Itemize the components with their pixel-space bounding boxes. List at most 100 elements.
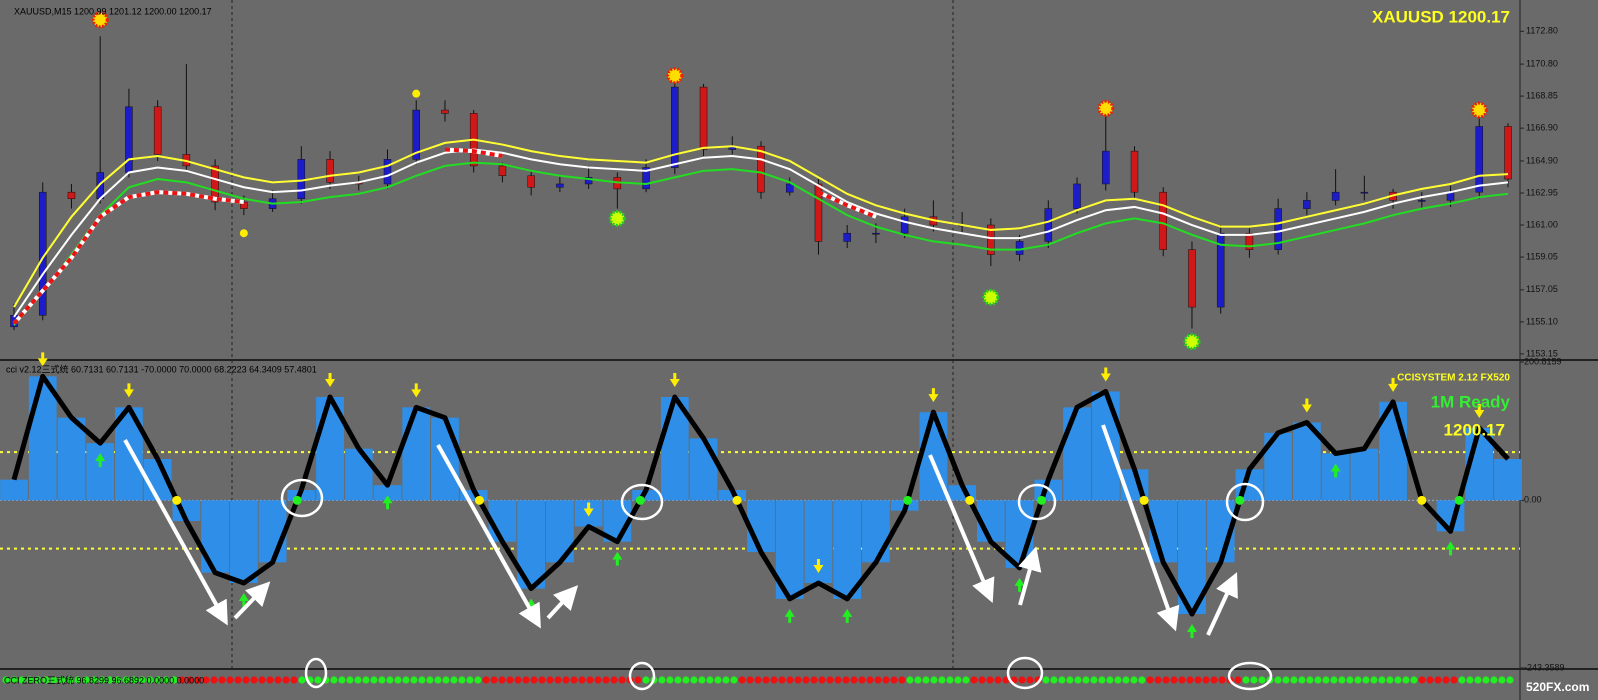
moving-average (13, 138, 1509, 308)
y-tick-label: 0.00 (1524, 495, 1542, 505)
arrow (928, 454, 995, 604)
zero-strip-dot (506, 676, 514, 684)
zero-strip-dot (410, 676, 418, 684)
histogram-bar (689, 438, 718, 501)
candle-body (1102, 150, 1110, 185)
zero-strip-dot (10, 676, 18, 684)
y-tick-label: 1159.05 (1526, 251, 1558, 261)
zero-strip-dot (1098, 676, 1106, 684)
circle (1017, 483, 1057, 521)
zero-strip-dot (578, 676, 586, 684)
zero-strip-dot (770, 676, 778, 684)
zero-strip-dot (922, 676, 930, 684)
histogram-bar (373, 485, 402, 501)
zero-strip-dot (1506, 676, 1514, 684)
zero-strip-dot (346, 676, 354, 684)
candle-body (383, 159, 392, 185)
zero-strip-dot (1434, 676, 1442, 684)
zero-strip-dot (722, 676, 730, 684)
zero-cross (965, 495, 975, 505)
zero-strip-dot (338, 676, 346, 684)
y-tick-label: 1172.80 (1526, 26, 1558, 36)
peak-arrow (37, 352, 48, 367)
y-tick-label: 1164.90 (1526, 155, 1558, 165)
candle-body (1418, 200, 1426, 202)
zero-strip-dot (1410, 676, 1418, 684)
peak-arrow (928, 388, 939, 403)
candle-body (1188, 249, 1196, 308)
histogram-bar (862, 500, 890, 563)
zero-strip-dot (618, 676, 626, 684)
y-tick-label: 1168.85 (1526, 90, 1558, 100)
zero-strip-dot (1194, 676, 1202, 684)
candle-body (843, 232, 851, 242)
candle-body (1475, 126, 1484, 193)
zero-strip-dot (490, 676, 498, 684)
zero-cross (292, 495, 302, 505)
zero-strip-dot (1138, 676, 1146, 684)
candle-body (584, 177, 593, 185)
peak-arrow (325, 373, 336, 388)
candle-body (412, 109, 420, 160)
zero-strip-dot (1386, 676, 1394, 684)
zero-strip-dot (658, 676, 666, 684)
arrow (1018, 546, 1042, 606)
zero-strip-dot (1178, 676, 1186, 684)
zero-strip-dot (1458, 676, 1466, 684)
arrow (546, 585, 579, 620)
zero-strip-dot (42, 676, 50, 684)
histogram-bar (402, 407, 431, 501)
peak-arrow (583, 502, 594, 517)
peak-arrow (1100, 367, 1111, 382)
circle (1227, 661, 1273, 691)
signal-dot (412, 89, 421, 98)
zero-strip-dot (274, 676, 282, 684)
histogram-bar (1091, 391, 1120, 501)
histogram-bar (258, 500, 287, 563)
zero-strip-dot (554, 676, 562, 684)
zero-strip-dot (634, 676, 642, 684)
y-tick-label: 1157.05 (1526, 284, 1558, 294)
candle-body (1159, 191, 1167, 250)
zero-strip-dot (970, 676, 978, 684)
zero-strip-dot (754, 676, 762, 684)
y-tick-label: -243.3589 (1524, 662, 1565, 672)
peak-arrow (813, 559, 824, 574)
zero-strip-dot (690, 676, 698, 684)
zero-cross (1037, 495, 1047, 505)
zero-strip-dot (1210, 676, 1218, 684)
trough-arrow (842, 608, 853, 623)
histogram-bar (0, 479, 28, 501)
zero-strip-dot (762, 676, 770, 684)
zero-strip-dot (242, 676, 250, 684)
cci-annotation: 1200.17 (1444, 420, 1505, 439)
candle-body (1216, 232, 1225, 308)
zero-strip-dot (1354, 676, 1362, 684)
candle-body (1331, 191, 1340, 201)
zero-strip-dot (802, 676, 810, 684)
zero-strip-dot (514, 676, 522, 684)
zero-strip-dot (1058, 676, 1066, 684)
zero-strip-dot (1314, 676, 1322, 684)
zero-strip-dot (642, 676, 650, 684)
zero-strip-dot (1482, 676, 1490, 684)
circle (628, 661, 656, 691)
y-tick-label: 1155.10 (1526, 316, 1558, 326)
zero-strip-dot (1170, 676, 1178, 684)
zero-strip-dot (938, 676, 946, 684)
signal-bottom (1183, 333, 1201, 351)
zero-cross (1235, 495, 1245, 505)
histogram-bar (1063, 407, 1091, 501)
zero-strip-dot (450, 676, 458, 684)
zero-strip-dot (1370, 676, 1378, 684)
zero-strip-dot (1442, 676, 1450, 684)
peak-arrow (411, 383, 422, 398)
zero-strip-dot (706, 676, 714, 684)
y-tick-label: 1170.80 (1526, 58, 1558, 68)
zero-strip-dot (730, 676, 738, 684)
candle-body (153, 106, 162, 155)
zero-strip-dot (1298, 676, 1306, 684)
zero-strip-dot (1090, 676, 1098, 684)
price-header: XAUUSD,M15 1200.99 1201.12 1200.00 1200.… (14, 6, 212, 16)
zero-strip-dot (1466, 676, 1474, 684)
